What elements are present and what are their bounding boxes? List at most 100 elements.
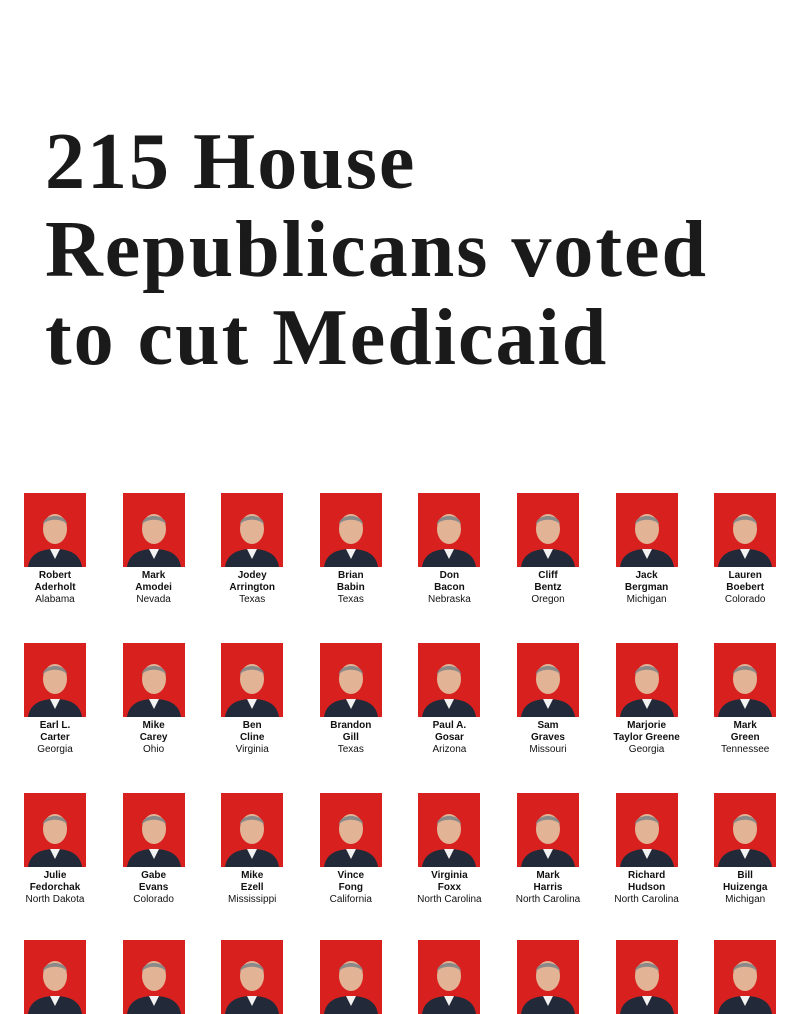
member-name: Marjorie [627,720,667,731]
member-name: Jack [635,570,658,581]
member-name: Babin [336,582,365,593]
member-name: Bill [737,870,753,881]
member-name: Jodey [237,570,267,581]
member-name: Carter [40,732,70,743]
member-state: North Dakota [25,894,85,905]
portrait [24,493,86,567]
member-card: Jack Bergman Michigan [597,493,697,606]
member-name: Harris [533,882,563,893]
member-state: Colorado [133,894,174,905]
member-card [202,940,302,1014]
portrait [418,643,481,717]
member-card [301,940,401,1014]
portrait [319,940,382,1014]
portrait [714,643,777,717]
member-state: Arizona [432,744,467,755]
member-card [498,940,598,1014]
portrait [122,940,185,1014]
member-name: Aderholt [34,582,76,593]
member-card: Mark Amodei Nevada [104,493,204,606]
member-card: Brandon Gill Texas [301,643,401,756]
portrait [517,940,579,1014]
member-card: Mark Harris North Carolina [498,793,598,906]
member-state: Ohio [143,744,165,755]
portrait [221,793,284,867]
member-name: Mark [141,570,166,581]
portrait [418,793,481,867]
member-name: Gosar [434,732,464,743]
member-card: Ben Cline Virginia [202,643,302,756]
member-name: Mark [733,720,757,731]
member-name: Taylor Greene [613,732,680,743]
member-state: Missouri [529,744,567,755]
portrait [714,940,777,1014]
member-card: Paul A. Gosar Arizona [399,643,499,756]
member-name: Robert [38,570,72,581]
member-state: Colorado [724,594,766,605]
member-card: Mark Green Tennessee [695,643,795,756]
portrait [517,643,579,717]
portrait [615,493,678,567]
member-name: Arrington [229,582,275,593]
member-card [5,940,105,1014]
member-name: Don [439,570,460,581]
headline-line: Republicans voted [45,206,708,294]
portrait [319,643,382,717]
portrait [122,793,185,867]
member-card [597,940,697,1014]
member-state: Michigan [725,894,766,905]
portrait [615,793,678,867]
member-name: Earl L. [39,720,71,731]
member-card [399,940,499,1014]
member-name: Brandon [330,720,372,731]
member-card: Sam Graves Missouri [498,643,598,756]
member-card: Mike Carey Ohio [104,643,204,756]
member-name: Lauren [728,570,762,581]
member-name: Fedorchak [29,882,81,893]
member-card: Virginia Foxx North Carolina [399,793,499,906]
headline-line: to cut Medicaid [45,294,609,382]
member-card [104,940,204,1014]
member-name: Bentz [534,582,562,593]
member-name: Cliff [538,570,558,581]
member-name: Fong [338,882,364,893]
member-state: Georgia [628,744,665,755]
member-name: Boebert [726,582,765,593]
member-name: Richard [627,870,666,881]
portrait [24,940,86,1014]
member-name: Foxx [437,882,462,893]
member-state: Mississippi [228,894,277,905]
member-state: Alabama [35,594,75,605]
portrait [319,793,382,867]
portrait [714,493,777,567]
member-card: Cliff Bentz Oregon [498,493,598,606]
member-card: Lauren Boebert Colorado [695,493,795,606]
member-card: Gabe Evans Colorado [104,793,204,906]
member-name: Ezell [240,882,264,893]
member-state: Tennessee [721,744,770,755]
portrait [122,493,185,567]
member-name: Virginia [431,870,468,881]
member-name: Mike [241,870,264,881]
portrait [24,793,86,867]
portrait [319,493,382,567]
member-name: Mark [536,870,560,881]
member-state: Virginia [235,744,269,755]
member-card: Bill Huizenga Michigan [695,793,795,906]
member-name: Bergman [624,582,669,593]
member-name: Green [730,732,760,743]
member-name: Huizenga [722,882,768,893]
member-name: Brian [338,570,364,581]
member-state: North Carolina [515,894,581,905]
member-name: Paul A. [432,720,467,731]
member-name: Hudson [627,882,666,893]
portrait [517,493,579,567]
portrait [418,940,481,1014]
headline-line: 215 House [45,118,417,206]
portrait [517,793,579,867]
member-name: Vince [337,870,365,881]
member-card: Don Bacon Nebraska [399,493,499,606]
member-name: Julie [43,870,67,881]
member-card: Robert Aderholt Alabama [5,493,105,606]
